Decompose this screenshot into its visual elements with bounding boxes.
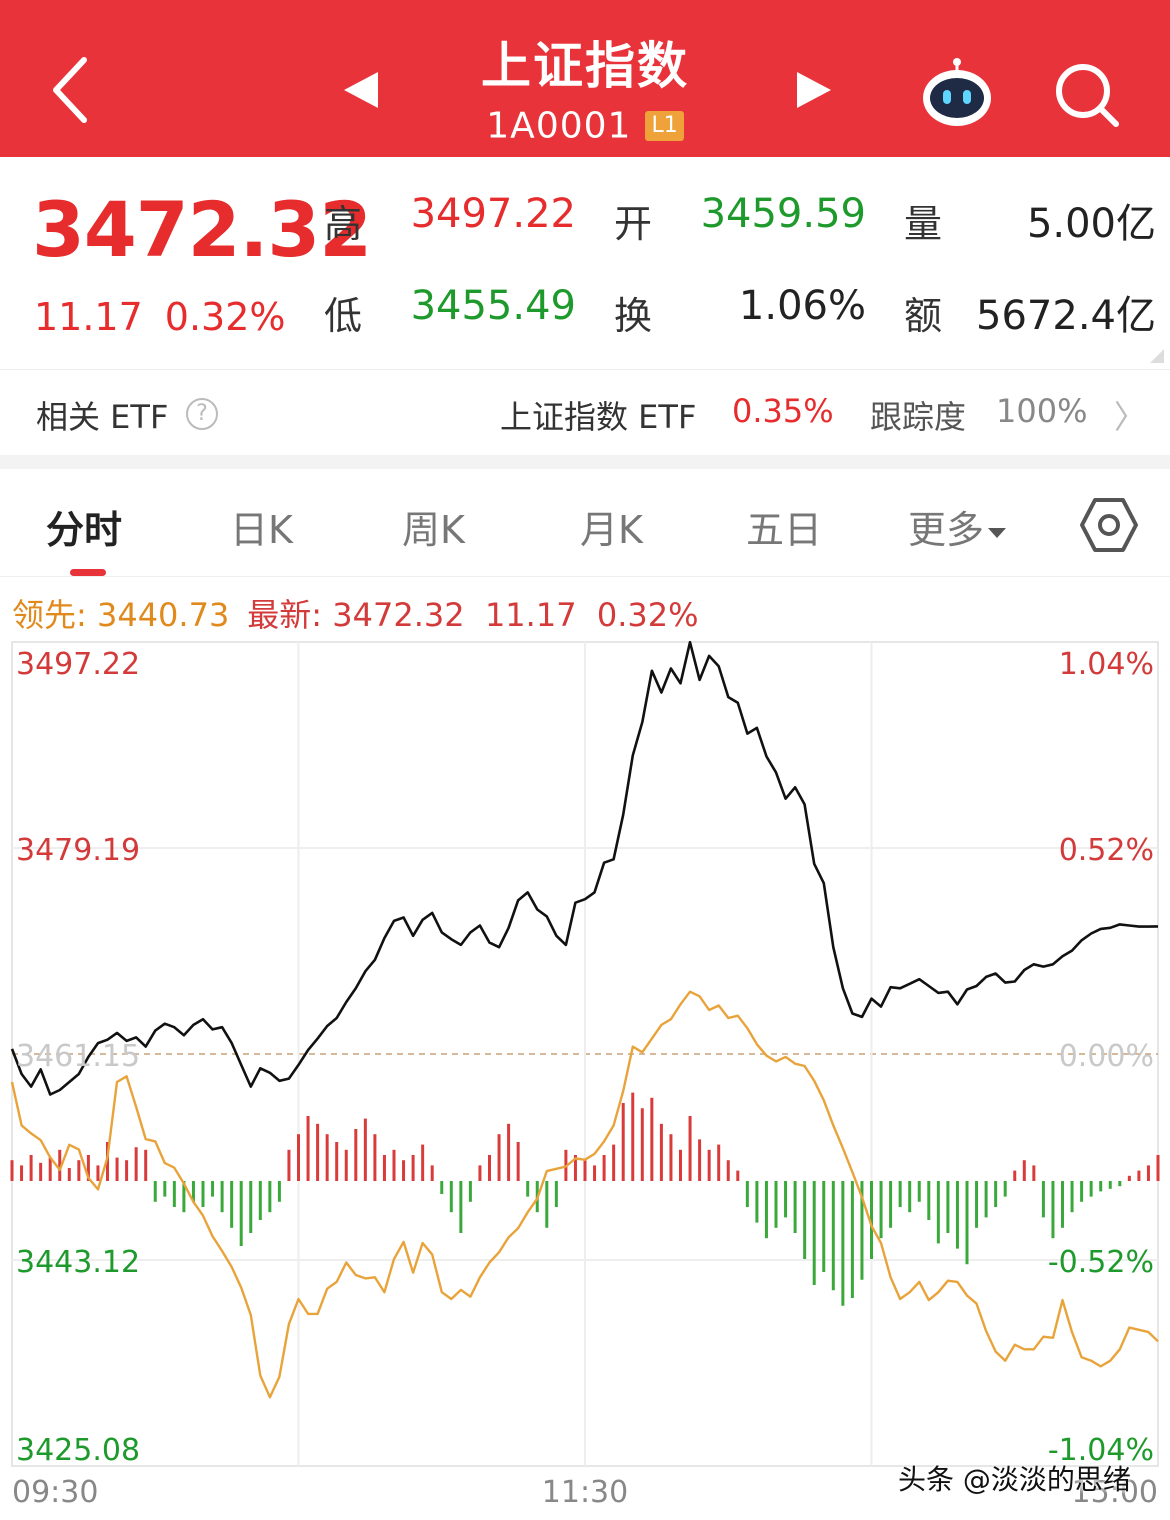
change-value: 11.17 [34,295,143,339]
watermark: 头条 @淡淡的思绪 [898,1463,1131,1496]
turnover-label: 换 [614,294,653,338]
legend-latest: 最新: 3472.32 11.17 0.32% [247,596,698,634]
expand-corner-icon[interactable] [1150,349,1164,363]
leading-line [10,990,1159,1399]
x-tick-label: 15:00 [1072,1475,1158,1510]
volume-label: 量 [904,202,943,246]
price-line [10,640,1159,1096]
x-tick-label: 09:30 [12,1475,98,1510]
page-title: 上证指数 [481,37,689,95]
level-badge: L1 [645,111,684,141]
low-label: 低 [324,294,363,338]
help-icon[interactable]: ? [186,398,218,430]
y-tick-left: 3461.15 [16,1039,140,1074]
search-icon[interactable] [1052,60,1122,130]
tab-more-label: 更多 [908,508,985,552]
high-label: 高 [324,202,363,246]
y-tick-left: 3497.22 [16,647,140,682]
y-tick-right: 0.00% [1059,1039,1154,1074]
high-value: 3497.22 [410,191,576,237]
price-change: 11.17 0.32% [34,295,308,339]
quote-panel: 3472.32 11.17 0.32% 高 3497.22 开 3459.59 量… [0,157,1170,367]
amount-label: 额 [904,294,943,338]
current-price: 3472.32 [32,185,372,274]
legend-lead-value: 3440.73 [96,596,230,634]
robot-assistant-icon[interactable] [918,56,996,128]
legend-latest-label: 最新: [247,596,323,634]
tab-weekly-k[interactable]: 周K [402,508,465,552]
tab-intraday[interactable]: 分时 [46,508,123,552]
next-triangle-icon[interactable] [795,70,835,110]
y-tick-left: 3425.08 [16,1433,140,1468]
tab-daily-k[interactable]: 日K [230,508,293,552]
etf-name: 上证指数 ETF [500,398,697,436]
legend-lead: 领先: 3440.73 [12,596,229,634]
chart-legend: 领先: 3440.73 最新: 3472.32 11.17 0.32% [12,590,699,636]
amount-value: 5672.4亿 [976,293,1156,339]
change-percent: 0.32% [164,295,286,339]
section-divider [0,455,1170,469]
legend-latest-change: 11.17 [484,596,577,634]
stock-code: 1A0001 [486,105,632,147]
etf-percent: 0.35% [732,392,834,430]
stock-code-row: 1A0001 L1 [0,104,1170,147]
y-tick-right: -1.04% [1048,1433,1154,1468]
volume-value: 5.00亿 [1026,201,1156,247]
x-tick-label: 11:30 [542,1475,628,1510]
top-header: 上证指数 1A0001 L1 [0,0,1170,157]
y-tick-right: -0.52% [1048,1245,1154,1280]
active-tab-indicator [70,569,106,576]
tab-monthly-k[interactable]: 月K [580,508,643,552]
y-tick-right: 1.04% [1059,647,1154,682]
legend-lead-label: 领先: [12,596,87,634]
chevron-right-icon[interactable]: 〉 [1114,398,1147,436]
intraday-chart[interactable]: 3497.22 1.04% 3479.19 0.52% 3461.15 0.00% 3443… [0,630,1170,1520]
prev-triangle-icon[interactable] [340,70,380,110]
y-tick-left: 3479.19 [16,833,140,868]
tracking-value: 100% [996,392,1088,430]
tracking-label: 跟踪度 [870,398,967,436]
tab-more[interactable]: 更多 [908,499,1007,554]
etf-label: 相关 ETF [36,398,169,436]
back-arrow-icon[interactable] [42,50,102,130]
low-value: 3455.49 [410,283,576,329]
related-etf-row[interactable]: 相关 ETF ? 上证指数 ETF 0.35% 跟踪度 100% 〉 [0,369,1170,455]
caret-down-icon [988,527,1007,538]
y-tick-left: 3443.12 [16,1245,140,1280]
y-tick-right: 0.52% [1059,833,1154,868]
tab-five-day[interactable]: 五日 [746,508,823,552]
turnover-value: 1.06% [738,283,866,329]
open-label: 开 [614,202,653,246]
settings-hexagon-icon[interactable] [1080,496,1138,554]
legend-latest-pct: 0.32% [596,596,699,634]
legend-latest-value: 3472.32 [332,596,465,634]
open-value: 3459.59 [700,191,866,237]
chart-tabs: 分时 日K 周K 月K 五日 更多 [0,469,1170,577]
